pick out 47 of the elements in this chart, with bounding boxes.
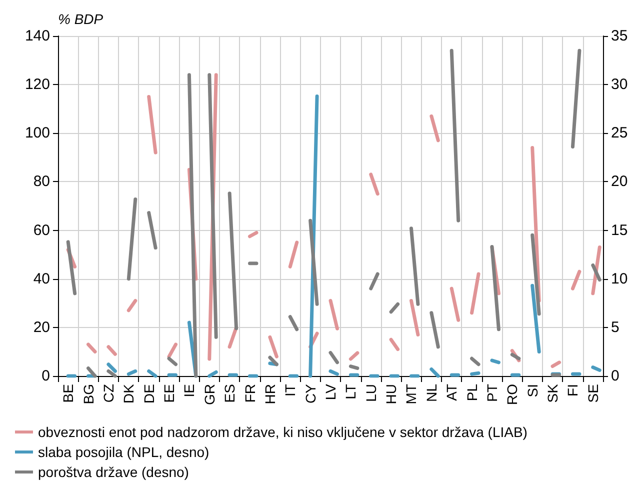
y-tick-label: 40 — [33, 270, 50, 288]
x-tick-label: RO — [504, 384, 520, 405]
y-axis-title: % BDP — [58, 11, 104, 27]
y2-tick-label: 15 — [611, 222, 628, 239]
y2-tick-label: 30 — [611, 76, 628, 94]
x-tick-label: CZ — [100, 384, 116, 403]
x-tick-label: IE — [181, 384, 198, 398]
x-tick-label: HU — [383, 384, 400, 404]
legend-label: obveznosti enot pod nadzorom države, ki niso vključene v sektor država (LIAB) — [38, 424, 528, 440]
x-tick-label: NL — [423, 384, 440, 402]
x-tick-label: DK — [120, 383, 137, 404]
x-tick-label: BE — [60, 384, 76, 403]
y2-tick-label: 5 — [611, 318, 620, 336]
x-tick-label: LV — [322, 383, 338, 400]
y2-tick-label: 0 — [611, 368, 620, 384]
x-tick-label: PT — [484, 384, 500, 402]
y2-tick-label: 35 — [611, 28, 628, 44]
y-tick-label: 120 — [24, 76, 50, 94]
y-tick-label: 60 — [33, 222, 50, 239]
x-tick-label: GR — [201, 384, 218, 405]
y-tick-label: 0 — [42, 368, 50, 384]
x-tick-label: IT — [282, 384, 298, 396]
x-tick-label: LU — [362, 384, 379, 402]
x-tick-label: MT — [403, 384, 420, 404]
x-tick-label: AT — [444, 384, 460, 401]
x-tick-label: EE — [161, 384, 178, 403]
x-tick-label: ES — [222, 384, 238, 403]
x-tick-label: FI — [564, 384, 581, 396]
x-tick-label: SE — [584, 384, 601, 403]
y2-tick-label: 20 — [611, 173, 628, 190]
x-tick-label: PL — [464, 384, 480, 402]
x-tick-label: HR — [262, 384, 278, 404]
legend-label: poroštva države (desno) — [38, 464, 189, 480]
x-tick-label: DE — [140, 384, 157, 404]
x-tick-label: CY — [302, 383, 318, 404]
y2-tick-label: 10 — [611, 270, 628, 288]
x-tick-label: SI — [524, 384, 540, 398]
x-tick-label: SK — [544, 383, 561, 403]
y-tick-label: 140 — [24, 28, 50, 44]
y-tick-label: 80 — [33, 173, 50, 190]
x-tick-label: LT — [342, 384, 359, 400]
x-tick-label: BG — [80, 384, 96, 404]
y-tick-label: 100 — [24, 124, 50, 142]
y2-tick-label: 25 — [611, 124, 628, 142]
y-tick-label: 20 — [33, 318, 50, 336]
legend-label: slaba posojila (NPL, desno) — [38, 444, 210, 460]
x-tick-label: FR — [242, 384, 258, 403]
